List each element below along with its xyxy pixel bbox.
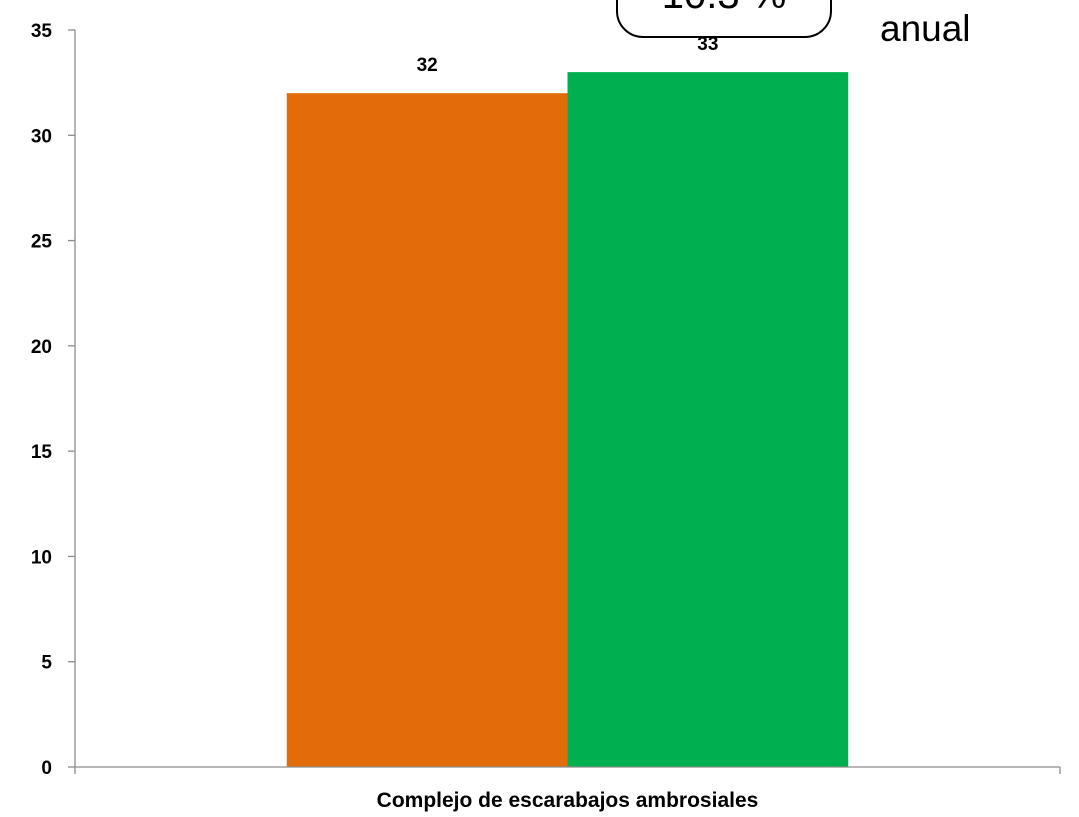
y-tick-label: 15 <box>31 442 53 463</box>
data-label-series-1: 32 <box>417 55 438 76</box>
data-label-series-2: 33 <box>697 34 718 55</box>
callout-label: anual <box>880 8 971 49</box>
x-axis-ticks <box>74 767 1061 774</box>
bar-series-1 <box>286 93 568 767</box>
callout-value: 10.3 % <box>662 0 787 17</box>
x-axis-title: Complejo de escarabajos ambrosiales <box>377 789 759 812</box>
y-tick-label: 0 <box>41 758 52 779</box>
bars-group <box>286 72 849 768</box>
y-tick-label: 25 <box>31 232 53 253</box>
y-tick-label: 30 <box>31 126 52 147</box>
annual-callout: 10.3 % anual <box>616 0 971 49</box>
y-tick-label: 20 <box>31 337 52 358</box>
y-tick-label: 5 <box>41 653 52 674</box>
callout-box <box>616 0 832 38</box>
data-labels-group: 32 33 <box>417 34 719 76</box>
y-axis-ticks: 0 5 10 15 20 25 30 35 <box>31 21 75 779</box>
y-tick-label: 35 <box>31 21 53 42</box>
bar-series-2 <box>567 72 849 768</box>
y-tick-label: 10 <box>31 547 52 568</box>
